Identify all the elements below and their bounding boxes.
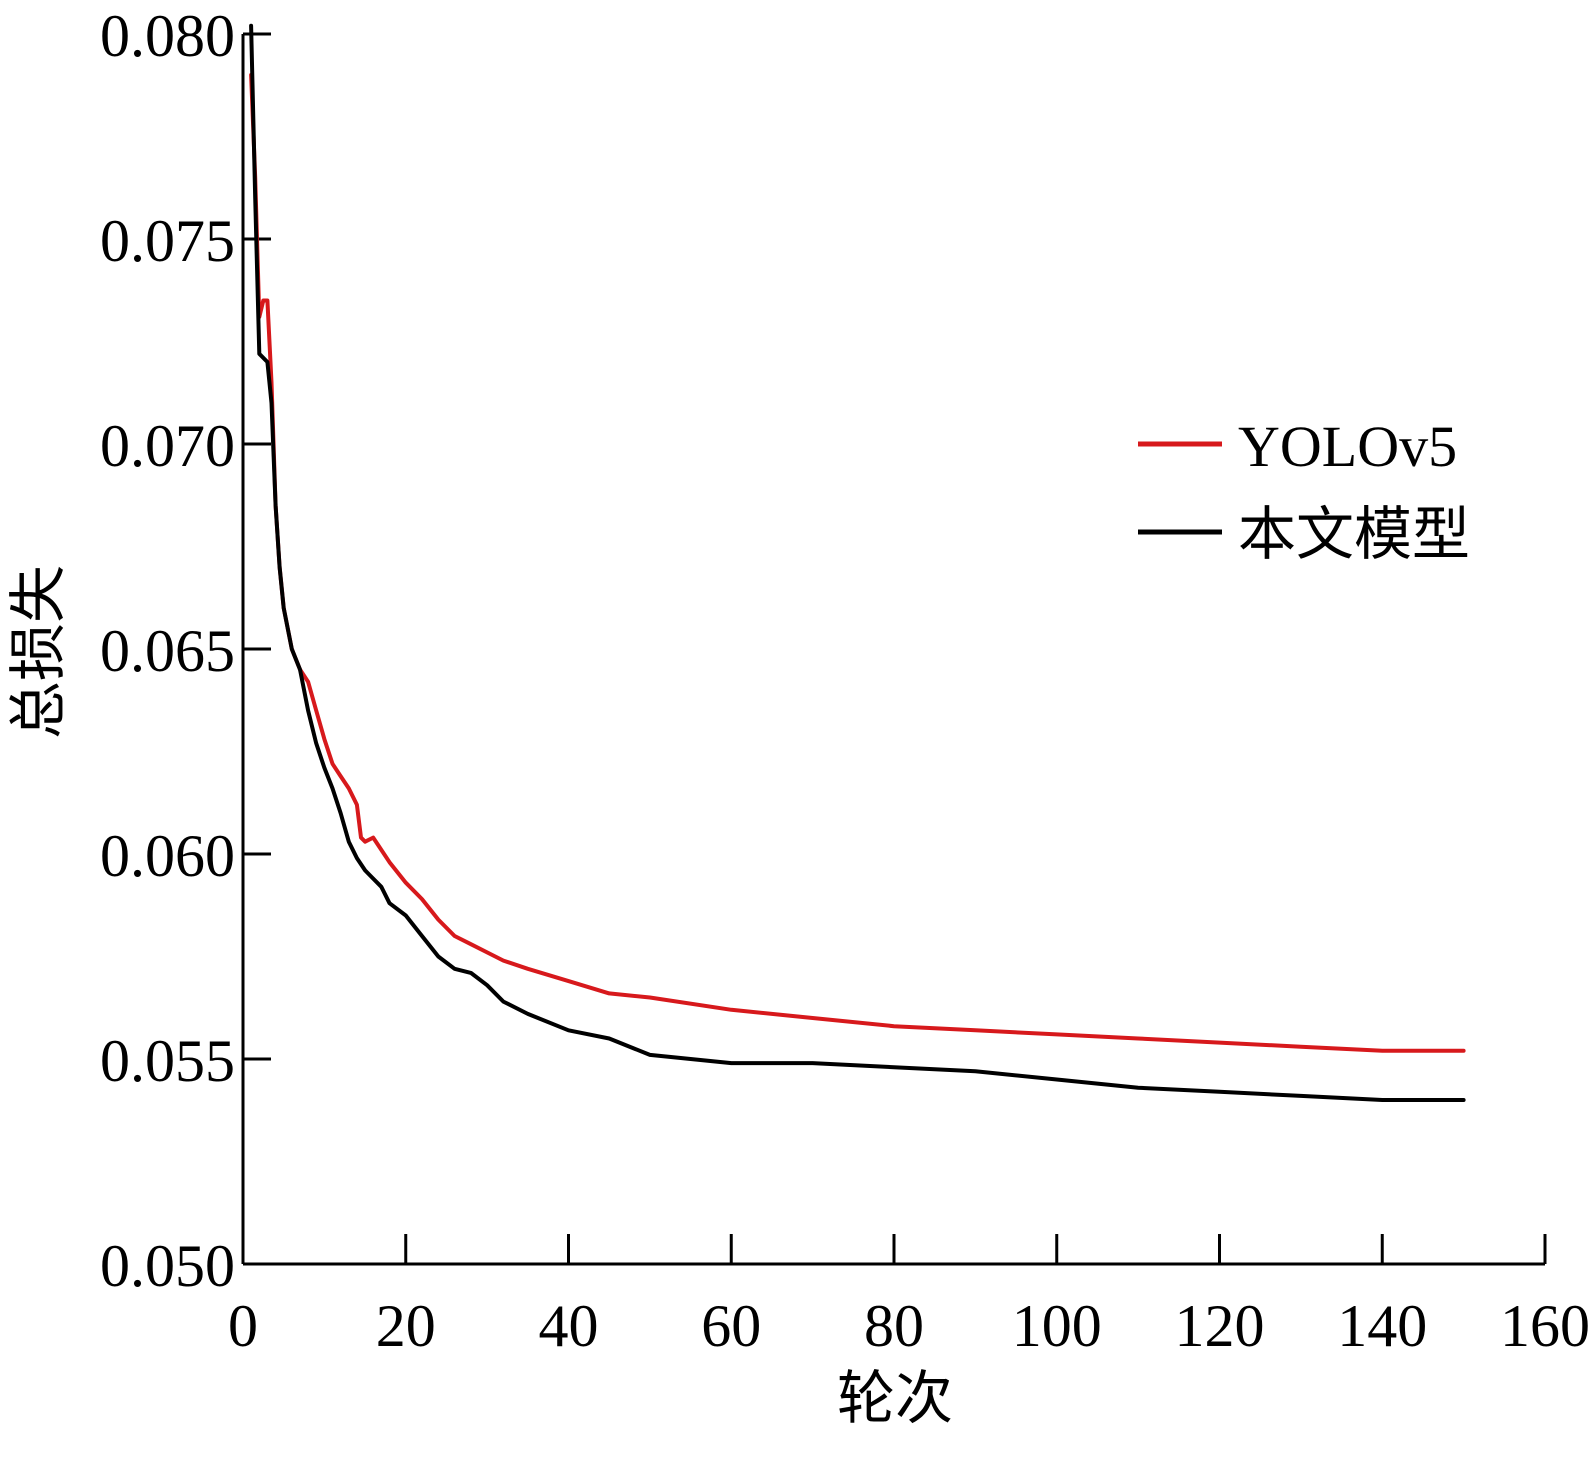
y-tick-label: 0.070 [100,413,235,479]
series-layer [249,23,1466,1102]
x-tick-label: 160 [1500,1293,1590,1359]
y-tick-label: 0.080 [100,3,235,69]
y-tick-label: 0.050 [100,1233,235,1299]
y-tick-label: 0.065 [100,618,235,684]
legend-label-2: 本文模型 [1238,500,1470,568]
x-tick-label: 20 [376,1293,436,1359]
x-tick-label: 0 [228,1293,258,1359]
y-tick-label: 0.055 [100,1028,235,1094]
x-axis-ticks: 0 20 40 60 80 100 120 140 160 [228,1234,1590,1359]
x-axis-title: 轮次 [837,1364,953,1432]
y-tick-label: 0.060 [100,823,235,889]
x-tick-label: 120 [1175,1293,1265,1359]
axes [241,34,1545,1266]
y-tick-label: 0.075 [100,208,235,274]
y-axis-title: 总损失 [4,565,72,739]
x-tick-label: 100 [1012,1293,1102,1359]
legend: YOLOv5 本文模型 [1138,414,1470,568]
series-line-2 [249,23,1466,1102]
y-axis-ticks: 0.050 0.055 0.060 0.065 0.070 0.075 0.080 [100,3,271,1299]
x-tick-label: 40 [539,1293,599,1359]
x-tick-label: 80 [864,1293,924,1359]
x-tick-label: 140 [1337,1293,1427,1359]
legend-label-1: YOLOv5 [1238,414,1457,479]
x-tick-label: 60 [701,1293,761,1359]
